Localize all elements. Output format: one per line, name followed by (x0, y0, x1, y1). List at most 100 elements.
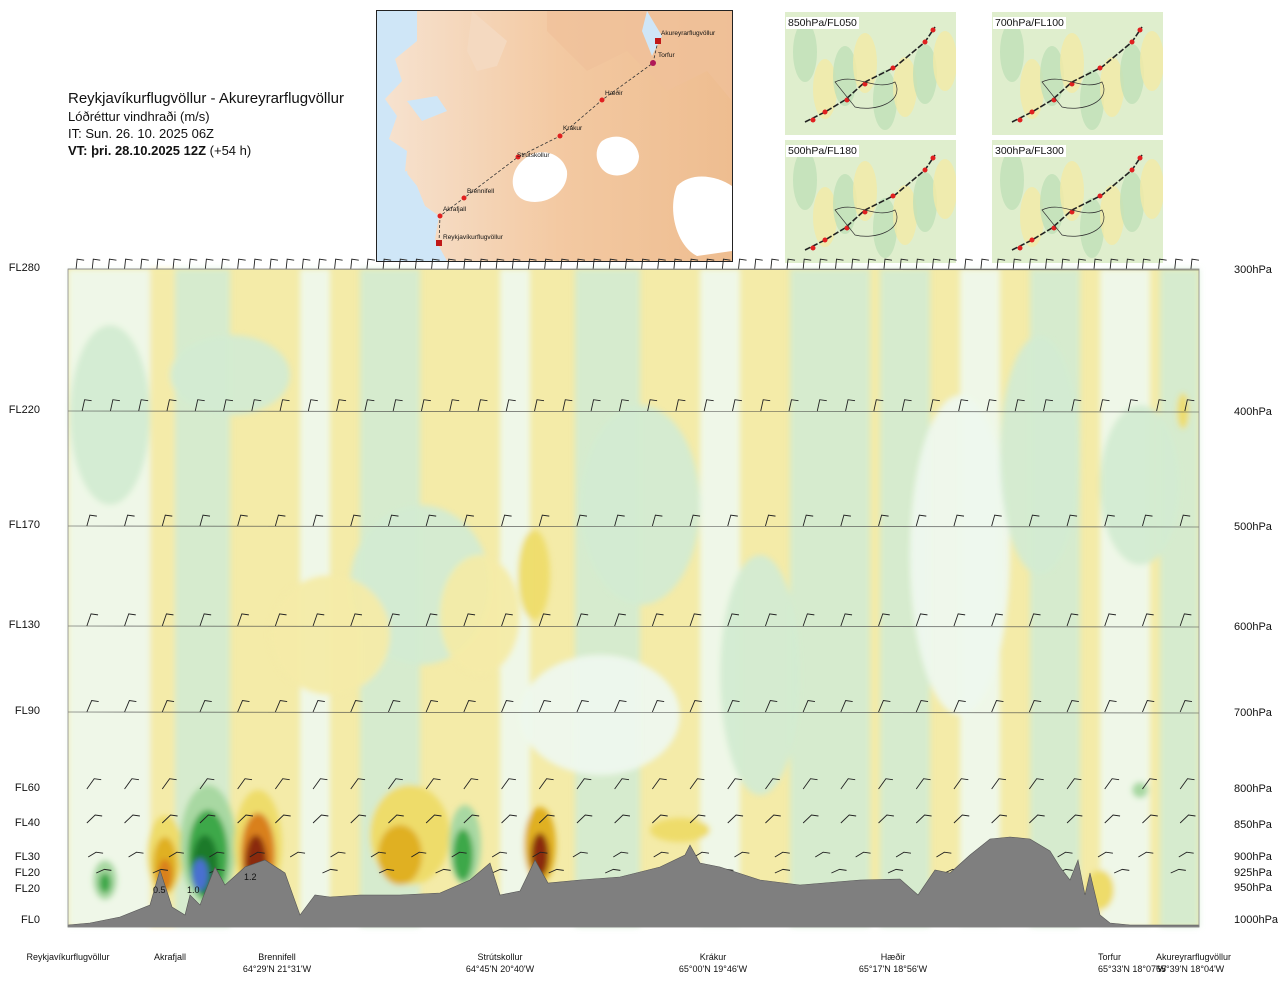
wind-barb (754, 258, 763, 270)
wind-barb (388, 613, 400, 627)
waypoint-name: Akrafjall (153, 952, 186, 962)
level-map-svg (992, 12, 1163, 135)
wind-barb (388, 778, 403, 790)
wind-barb (855, 851, 871, 858)
waypoint-label: Krákur 65°00'N 19°46'W (668, 951, 758, 975)
waypoint-coord: 64°29'N 21°31'W (242, 964, 312, 974)
fl-label: FL130 (8, 619, 40, 631)
title-block: Reykjavíkurflugvöllur - Akureyrarflugvöl… (68, 90, 378, 159)
route-marker (1051, 225, 1057, 231)
wind-barb (425, 778, 441, 790)
field-region (720, 555, 800, 795)
wind-barb (675, 399, 686, 412)
wind-barb (915, 778, 931, 790)
level-line (67, 711, 1200, 714)
wind-barb (614, 778, 630, 790)
route-marker (1069, 81, 1075, 87)
wind-barb (501, 514, 512, 527)
wind-barb (87, 851, 104, 858)
wind-barb (1012, 258, 1022, 270)
wind-barb (1028, 258, 1038, 270)
wind-barb (693, 851, 710, 858)
field-region (99, 873, 111, 893)
field-region (1140, 159, 1163, 219)
wind-barb (576, 613, 589, 627)
wind-barb (251, 399, 262, 412)
wind-barb (199, 613, 212, 627)
wind-barb (614, 814, 631, 824)
wind-barb (463, 258, 472, 270)
wind-barb (388, 700, 401, 713)
field-region (873, 198, 897, 258)
field-region (793, 22, 817, 82)
field-region (1020, 187, 1044, 247)
wind-barb (172, 258, 182, 270)
route-marker (1129, 39, 1135, 45)
wind-barb (463, 700, 476, 713)
field-region (873, 70, 897, 130)
wind-barb (878, 700, 891, 713)
wind-barb (425, 700, 439, 713)
wind-barb (689, 778, 705, 790)
wind-barb (765, 700, 778, 713)
wind-barb (991, 613, 1003, 627)
wind-barb (883, 258, 893, 270)
wind-barb (1099, 399, 1110, 412)
field-region (1100, 185, 1124, 245)
wind-barb (544, 258, 553, 270)
wind-barb (1142, 258, 1151, 270)
fl-label: FL20 (14, 883, 40, 895)
route-marker (1097, 193, 1103, 199)
level-map-850: 850hPa/FL050 (785, 12, 956, 135)
wind-barb (388, 814, 404, 824)
pressure-label: 800hPa (1234, 783, 1272, 795)
wind-barb (382, 258, 392, 270)
wind-barb (1028, 514, 1040, 527)
waypoint-name: Hæðir (880, 952, 906, 962)
wind-barb (538, 514, 550, 527)
field-region (453, 829, 473, 881)
route-marker (1017, 245, 1023, 251)
wind-barb (727, 514, 738, 527)
field-region (893, 57, 917, 117)
wind-barb (1179, 700, 1193, 713)
wind-barb (901, 399, 912, 412)
wind-barb (312, 613, 325, 627)
field-region (893, 185, 917, 245)
wind-barb (451, 851, 467, 858)
wind-barb (727, 613, 740, 627)
field-region (833, 174, 857, 234)
wind-barb (528, 258, 537, 270)
wind-barb (786, 258, 796, 270)
field-region (192, 859, 208, 891)
wind-barb (576, 700, 589, 713)
wind-barb (1158, 258, 1167, 270)
wind-barb (608, 258, 618, 270)
wind-barb (199, 514, 211, 527)
wind-barb (1142, 613, 1154, 627)
fl-label: FL280 (8, 262, 40, 274)
wind-barb (237, 778, 253, 790)
wind-barb (435, 868, 451, 874)
wind-barb (317, 258, 327, 270)
wind-barb (703, 399, 714, 412)
route-marker (922, 167, 928, 173)
wind-barb (873, 399, 884, 412)
wind-barb (774, 851, 790, 858)
wind-barb (1104, 613, 1117, 627)
parameter-label: Lóðréttur vindhraði (m/s) (68, 109, 210, 124)
route-marker (1137, 27, 1143, 33)
field-region (1040, 174, 1064, 234)
pressure-label: 600hPa (1234, 621, 1272, 633)
wind-barb (269, 258, 279, 270)
waypoint-name: Akureyrarflugvöllur (1156, 952, 1232, 962)
fl-label: FL170 (8, 519, 40, 531)
field-region (170, 335, 290, 415)
wind-barb (420, 399, 431, 412)
wind-barb (802, 814, 819, 824)
wind-barb (1066, 613, 1079, 627)
wind-barb (647, 399, 658, 412)
fl-label: FL20 (14, 867, 40, 879)
wind-barb (802, 700, 816, 713)
level-map-label: 500hPa/FL180 (786, 145, 859, 157)
